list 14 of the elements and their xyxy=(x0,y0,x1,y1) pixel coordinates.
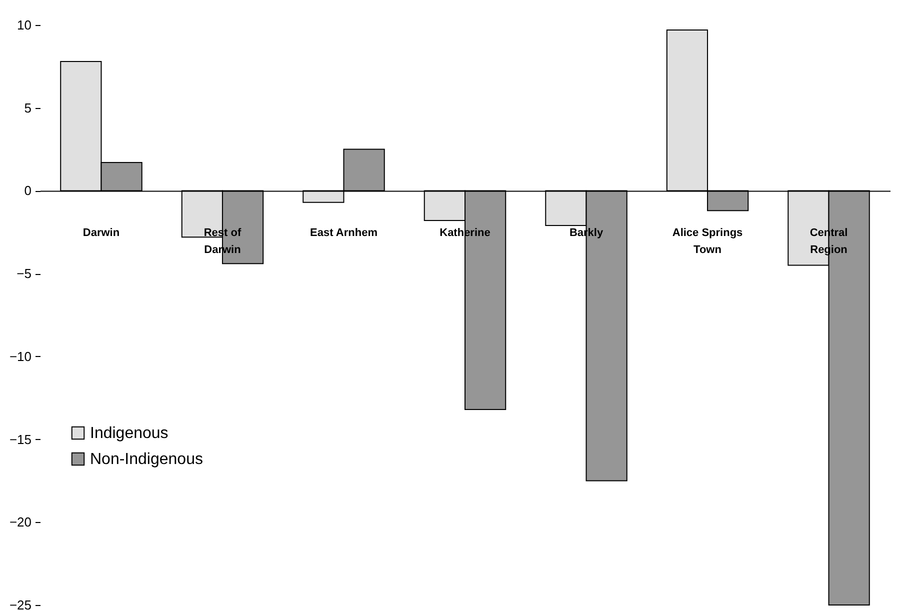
y-tick-label: −10 xyxy=(9,348,32,364)
y-tick-label: −15 xyxy=(9,432,32,447)
x-tick-label: East Arnhem xyxy=(310,227,378,240)
y-tick-label: −20 xyxy=(9,514,32,530)
y-tick-label: 5 xyxy=(24,100,32,116)
x-tick-label: Katherine xyxy=(440,227,490,240)
x-tick-label: Darwin xyxy=(82,227,120,240)
y-tick-label: 0 xyxy=(24,183,32,198)
x-tick-label: Alice Springs Town xyxy=(672,227,743,256)
y-tick-label: −25 xyxy=(9,598,32,611)
legend-label: Non-Indigenous xyxy=(90,451,203,468)
y-tick-label: 10 xyxy=(17,18,32,32)
y-tick-label: −5 xyxy=(16,266,32,282)
legend-label: Indigenous xyxy=(90,425,168,442)
